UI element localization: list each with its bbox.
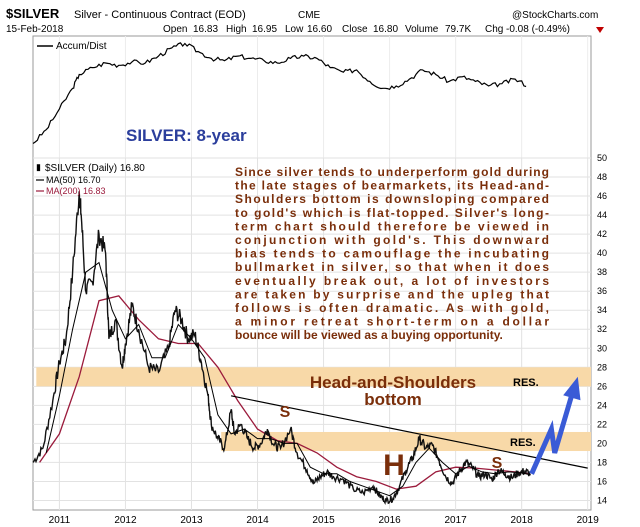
legend-ma200: MA(200) 16.83: [46, 186, 106, 196]
source-credit: @StockCharts.com: [512, 10, 598, 21]
resistance-label-upper: RES.: [513, 377, 539, 389]
resistance-zones: [36, 367, 592, 452]
x-tick-label: 2017: [445, 515, 468, 526]
x-tick-label: 2018: [511, 515, 534, 526]
y-tick-label: 46: [597, 191, 607, 201]
y-tick-label: 26: [597, 381, 607, 391]
y-tick-label: 20: [597, 438, 607, 448]
upper-panel-title: SILVER: 8-year: [126, 126, 247, 145]
x-tick-label: 2011: [49, 515, 71, 526]
volume-value: 79.7K: [445, 24, 471, 35]
ma200-line: [39, 295, 531, 490]
y-axis-ticks: 14 16 18 20 22 24 26 28 30 32 34 36 38 40 42 44 46 48 50: [597, 153, 607, 505]
x-tick-label: 2012: [114, 515, 137, 526]
y-tick-label: 34: [597, 305, 607, 315]
pattern-label-2: bottom: [364, 390, 422, 409]
downtrend-line: [230, 395, 588, 469]
price-line: [32, 191, 531, 506]
close-value: 16.80: [373, 24, 398, 35]
date: 15-Feb-2018: [6, 24, 64, 35]
upper-panel: [32, 35, 592, 159]
commentary-line: Shoulders bottom is downsloping compared: [235, 192, 549, 206]
low-value: 16.60: [307, 24, 332, 35]
close-label: Close: [342, 24, 368, 35]
open-value: 16.83: [193, 24, 218, 35]
ma50-line: [45, 261, 531, 497]
commentary-line: Since silver tends to underperform gold …: [235, 165, 549, 179]
right-shoulder-label: S: [492, 455, 503, 472]
x-axis-ticks: 2011 2012 2013 2014 2015 2016 2017 2018 2019: [49, 515, 600, 526]
commentary-line: to gold's which is flat-topped. Silver's…: [235, 206, 549, 220]
arrowhead-icon: [563, 376, 581, 401]
open-label: Open: [163, 24, 187, 35]
down-arrow-icon: [596, 27, 604, 33]
candle-icon: ▮: [36, 162, 41, 172]
low-label: Low: [285, 24, 304, 35]
y-tick-label: 32: [597, 324, 607, 334]
y-tick-label: 40: [597, 248, 607, 258]
commentary-line: a minor retreat short-term on a dollar: [235, 315, 549, 329]
y-tick-label: 38: [597, 267, 607, 277]
x-tick-label: 2015: [312, 515, 335, 526]
resistance-label-lower: RES.: [510, 437, 536, 449]
change-label: Chg: [485, 24, 503, 35]
y-tick-label: 22: [597, 419, 607, 429]
y-tick-label: 30: [597, 343, 607, 353]
y-tick-label: 36: [597, 286, 607, 296]
ohlc-readout: Open 16.83 High 16.95 Low 16.60 Close 16…: [163, 24, 604, 35]
x-tick-label: 2013: [180, 515, 203, 526]
commentary-line: bullmarket in silver, so that when it do…: [235, 260, 549, 274]
commentary-line: bounce will be viewed as a buying opport…: [235, 328, 503, 342]
projection-arrow: [529, 387, 577, 475]
contract-name: Silver - Continuous Contract (EOD): [74, 9, 246, 21]
high-label: High: [226, 24, 247, 35]
x-tick-label: 2014: [246, 515, 269, 526]
legend: ▮ $SILVER (Daily) 16.80 MA(50) 16.70 MA(…: [36, 162, 145, 196]
y-tick-label: 48: [597, 172, 607, 182]
commentary-line: the late stages of bearmarkets, its Head…: [235, 179, 549, 193]
y-tick-label: 24: [597, 400, 607, 410]
y-tick-label: 42: [597, 229, 607, 239]
exchange: CME: [298, 10, 321, 21]
symbol: $SILVER: [6, 6, 60, 21]
head-label: H: [383, 449, 405, 482]
accum-dist-line: [32, 42, 527, 144]
left-shoulder-label: S: [280, 404, 291, 421]
legend-ma50: MA(50) 16.70: [46, 175, 101, 185]
legend-price: $SILVER (Daily) 16.80: [45, 163, 145, 174]
x-tick-label: 2019: [577, 515, 600, 526]
resistance-band: [36, 367, 592, 387]
main-panel: [32, 157, 592, 511]
pattern-label: Head-and-Shoulders: [310, 373, 476, 392]
y-tick-label: 16: [597, 476, 607, 486]
volume-label: Volume: [405, 24, 439, 35]
y-tick-label: 18: [597, 457, 607, 467]
x-tick-label: 2016: [378, 515, 401, 526]
upper-grid: [58, 36, 589, 158]
commentary-line: conjunction with gold's. This downward: [235, 233, 549, 247]
resistance-band: [221, 431, 592, 452]
y-tick-label: 14: [597, 495, 607, 505]
y-tick-label: 50: [597, 153, 607, 163]
accum-dist-label: Accum/Dist: [56, 41, 107, 52]
high-value: 16.95: [252, 24, 277, 35]
change-value: -0.08 (-0.49%): [506, 24, 570, 35]
y-tick-label: 44: [597, 210, 607, 220]
y-tick-label: 28: [597, 362, 607, 372]
